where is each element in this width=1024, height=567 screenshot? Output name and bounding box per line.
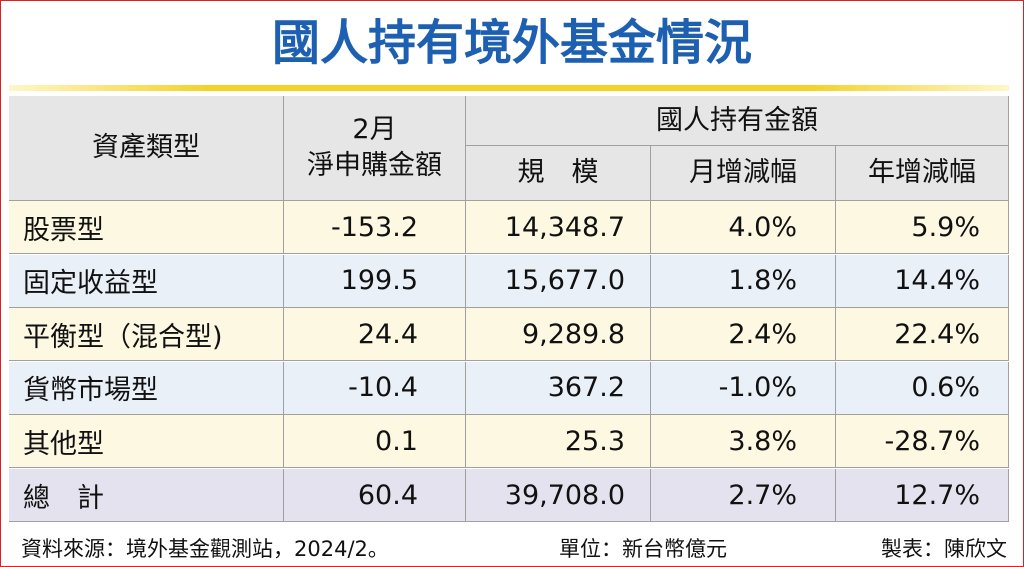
table-cell: 9,289.8 (466, 308, 651, 362)
footer-author: 製表：陳欣文 (881, 537, 1007, 561)
table-cell: 24.4 (284, 308, 466, 362)
header-line: 淨申購金額 (307, 150, 442, 181)
total-cell: 總 計 (9, 469, 284, 522)
subheader-cell: 規 模 (466, 146, 651, 201)
table-cell: 貨幣市場型 (9, 361, 284, 415)
table-cell: 其他型 (9, 415, 284, 469)
subheader-cell: 年增減幅 (836, 146, 1009, 201)
header-cell: 國人持有金額 (466, 96, 1009, 146)
table-cell: -28.7% (836, 415, 1009, 469)
header-cell: 資產類型 (9, 96, 284, 201)
table-cell: 14,348.7 (466, 201, 651, 254)
total-cell: 2.7% (651, 469, 836, 522)
table-cell: 平衡型（混合型) (9, 308, 284, 362)
table-cell: 199.5 (284, 254, 466, 308)
table-cell: -10.4 (284, 361, 466, 415)
header-cell: 2月 淨申購金額 (284, 96, 466, 201)
table-cell: -153.2 (284, 201, 466, 254)
table-cell: 0.1 (284, 415, 466, 469)
table-cell: 5.9% (836, 201, 1009, 254)
total-cell: 60.4 (284, 469, 466, 522)
table-cell: 14.4% (836, 254, 1009, 308)
table-cell: 3.8% (651, 415, 836, 469)
table-cell: 0.6% (836, 361, 1009, 415)
table-cell: 2.4% (651, 308, 836, 362)
footer-unit: 單位：新台幣億元 (559, 537, 727, 561)
table-cell: 固定收益型 (9, 254, 284, 308)
title-rule (9, 85, 1009, 91)
header-line: 2月 (352, 114, 397, 145)
footer-source: 資料來源：境外基金觀測站，2024/2。 (21, 537, 389, 561)
total-cell: 39,708.0 (466, 469, 651, 522)
table-cell: 15,677.0 (466, 254, 651, 308)
table-cell: 22.4% (836, 308, 1009, 362)
table-cell: 4.0% (651, 201, 836, 254)
table-cell: 367.2 (466, 361, 651, 415)
table-cell: -1.0% (651, 361, 836, 415)
total-cell: 12.7% (836, 469, 1009, 522)
subheader-cell: 月增減幅 (651, 146, 836, 201)
title: 國人持有境外基金情況 (271, 15, 752, 71)
table-cell: 股票型 (9, 201, 284, 254)
table-cell: 1.8% (651, 254, 836, 308)
table-cell: 25.3 (466, 415, 651, 469)
